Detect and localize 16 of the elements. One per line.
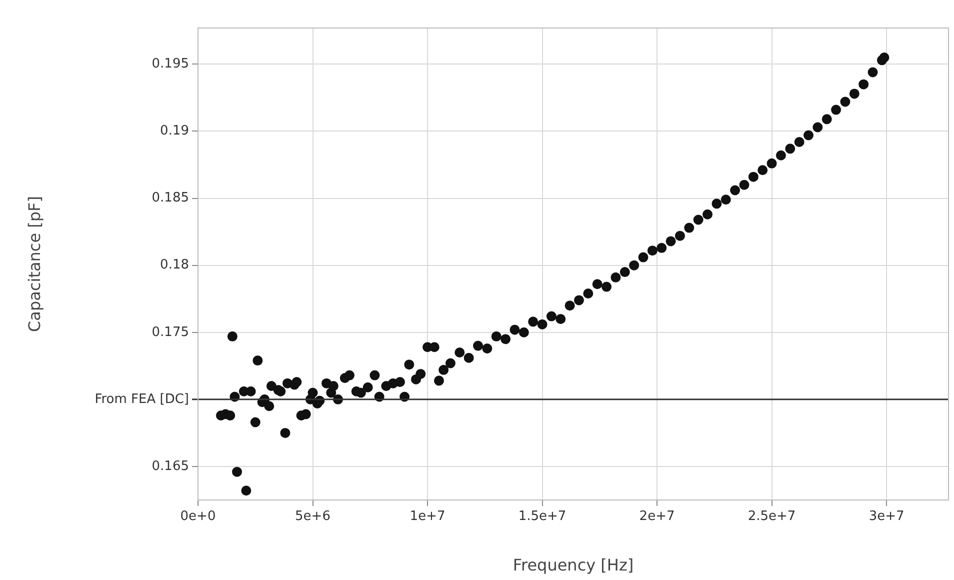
x-tick-label: 5e+6 (295, 509, 330, 524)
y-axis-title: Capacitance [pF] (24, 196, 44, 332)
x-axis-title: Frequency [Hz] (512, 556, 634, 575)
x-tick-label: 3e+7 (868, 509, 904, 524)
y-tick-label: 0.19 (160, 124, 189, 139)
y-tick-label: 0.165 (152, 458, 189, 474)
y-tick-label: 0.185 (152, 190, 189, 206)
x-tick-label: 2e+7 (639, 509, 675, 524)
y-tick-label: 0.195 (152, 56, 189, 72)
y-tick-label: 0.18 (160, 258, 189, 273)
y-tick-label: 0.175 (152, 324, 189, 340)
y-tick-label: From FEA [DC] (94, 392, 189, 407)
x-tick-label: 2.5e+7 (748, 509, 796, 524)
x-tick-label: 1e+7 (410, 509, 446, 524)
x-tick-label: 0e+0 (180, 509, 216, 524)
x-tick-label: 1.5e+7 (518, 509, 566, 524)
